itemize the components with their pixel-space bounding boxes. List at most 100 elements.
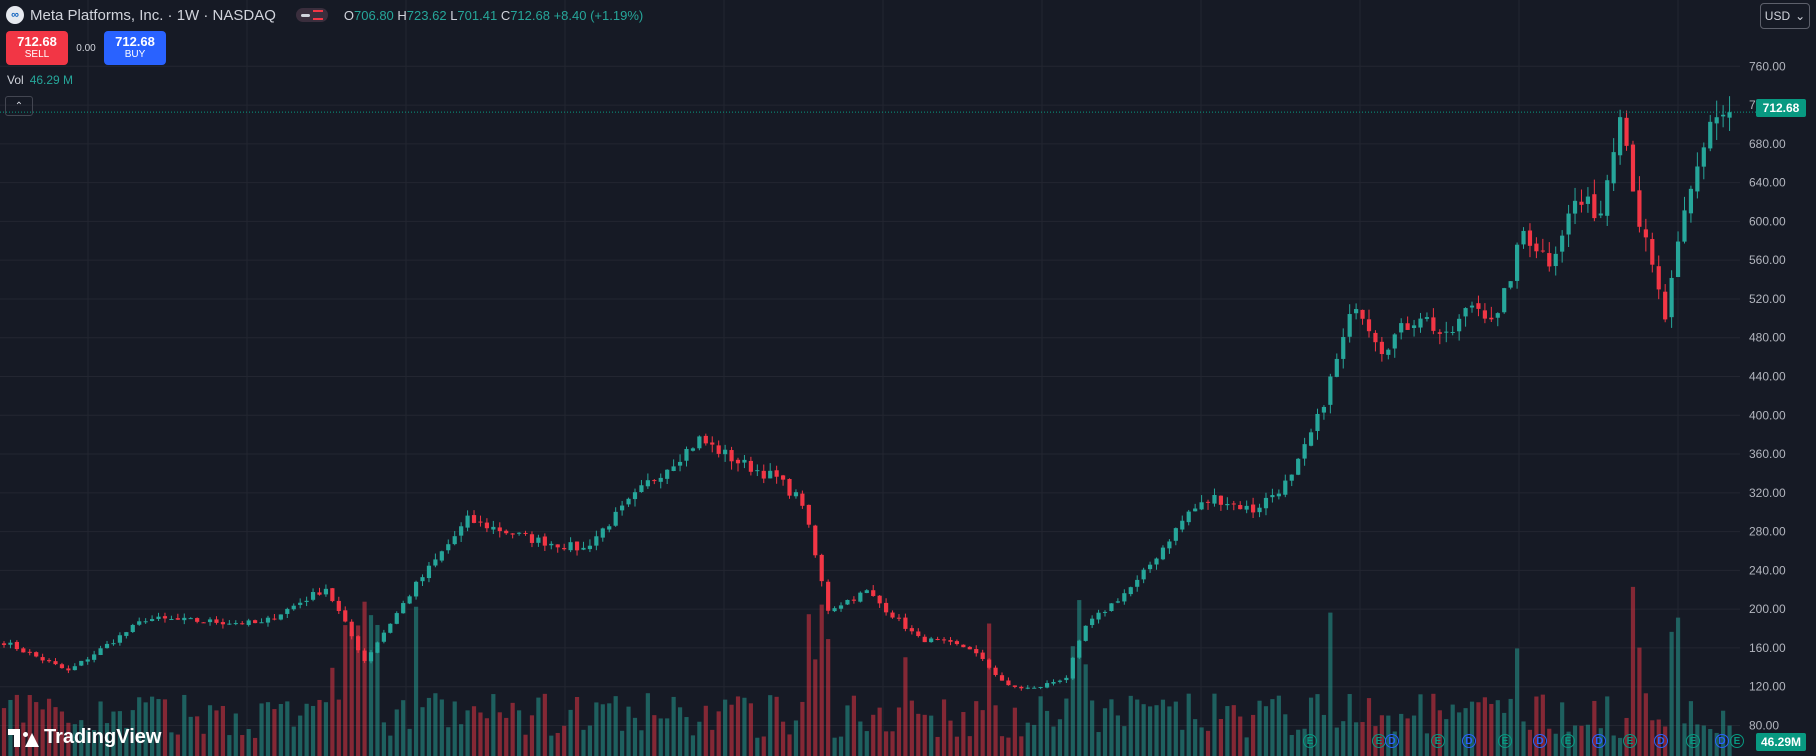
candle-body: [1495, 313, 1500, 318]
volume-bar: [941, 699, 947, 756]
candle-body: [1721, 114, 1726, 117]
candle-body: [562, 548, 567, 550]
candle-body: [1289, 474, 1294, 481]
volume-bar: [1424, 733, 1430, 756]
candle-body: [574, 541, 580, 551]
dividend-event-icon[interactable]: D: [1592, 734, 1606, 748]
candle-body: [652, 480, 657, 482]
candle-body: [536, 537, 541, 543]
volume-bar: [214, 710, 219, 756]
volume-bar: [330, 667, 335, 756]
volume-bar: [433, 693, 438, 756]
volume-bar: [1019, 736, 1024, 756]
candle-body: [478, 521, 483, 523]
candle-body: [362, 650, 367, 662]
dividend-event-icon[interactable]: D: [1654, 734, 1668, 748]
candle-body: [1270, 495, 1275, 498]
earnings-event-icon[interactable]: E: [1303, 734, 1317, 748]
candle-body: [459, 526, 464, 536]
volume-bar: [774, 696, 779, 756]
candle-body: [1199, 502, 1204, 510]
candle-body: [1167, 541, 1172, 549]
volume-bar: [1090, 700, 1095, 756]
earnings-event-icon[interactable]: E: [1431, 734, 1445, 748]
candle-body: [381, 632, 386, 642]
candle-body: [66, 668, 71, 671]
symbol-title[interactable]: Meta Platforms, Inc. · 1W · NASDAQ: [30, 6, 276, 24]
volume-bar: [278, 704, 283, 756]
candle-body: [677, 461, 683, 466]
candle-body: [220, 622, 226, 625]
dividend-event-icon[interactable]: D: [1533, 734, 1547, 748]
candle-body: [864, 590, 869, 594]
earnings-event-icon[interactable]: E: [1372, 734, 1386, 748]
sell-button[interactable]: 712.68 SELL: [6, 31, 68, 65]
candle-body: [1090, 618, 1095, 626]
candle-body: [1315, 413, 1320, 432]
candle-body: [1218, 495, 1223, 505]
volume-bar: [1321, 714, 1327, 756]
volume-bar: [1521, 721, 1526, 756]
buy-button[interactable]: 712.68 BUY: [104, 31, 166, 65]
candle-body: [1399, 323, 1404, 333]
volume-bar: [1701, 725, 1706, 756]
candle-body: [1276, 493, 1281, 497]
candle-body: [1283, 480, 1288, 495]
y-tick-label: 480.00: [1749, 331, 1786, 345]
volume-bar: [1115, 715, 1120, 756]
volume-bar: [845, 705, 850, 756]
volume-bar: [439, 699, 444, 756]
volume-bar: [1611, 735, 1616, 756]
candle-body: [1231, 503, 1236, 505]
volume-bar: [317, 699, 322, 756]
earnings-event-icon[interactable]: E: [1498, 734, 1512, 748]
collapse-legend-button[interactable]: ⌃: [5, 96, 33, 116]
earnings-event-icon[interactable]: E: [1623, 734, 1637, 748]
currency-select[interactable]: USD ⌄: [1760, 3, 1810, 29]
candle-body: [871, 590, 876, 596]
volume-bar: [356, 625, 361, 756]
candle-body: [1308, 432, 1314, 446]
volume-bar: [574, 696, 580, 756]
volume-bar: [362, 601, 367, 756]
volume-bar: [1347, 694, 1352, 756]
volume-bar: [484, 718, 489, 756]
volume-bar: [723, 699, 728, 756]
candle-body: [1070, 657, 1075, 679]
candle-body: [890, 612, 895, 618]
earnings-event-icon[interactable]: E: [1561, 734, 1575, 748]
candle-body: [832, 608, 837, 612]
candle-body: [253, 620, 258, 624]
volume-bar: [1057, 719, 1063, 756]
candle-body: [858, 592, 863, 602]
candle-body: [265, 617, 271, 623]
volume-bar: [1315, 694, 1320, 756]
volume-legend[interactable]: Vol 46.29 M: [7, 73, 74, 87]
volume-bar: [690, 735, 696, 756]
volume-bar: [1270, 699, 1275, 756]
candle-body: [14, 641, 19, 650]
volume-bar: [452, 701, 457, 756]
volume-axis-label: 46.29M: [1756, 733, 1806, 751]
tradingview-wordmark: TradingView: [44, 726, 162, 748]
dividend-event-icon[interactable]: D: [1715, 734, 1729, 748]
tradingview-logo[interactable]: TradingView: [8, 726, 161, 749]
dividend-event-icon[interactable]: D: [1385, 734, 1399, 748]
volume-bar: [1135, 699, 1140, 756]
candle-body: [1077, 640, 1082, 658]
market-status-icon[interactable]: [295, 8, 328, 22]
candle-body: [214, 619, 219, 623]
volume-bar: [858, 721, 863, 756]
volume-bar: [626, 706, 631, 756]
volume-bar: [755, 737, 760, 756]
earnings-event-icon[interactable]: E: [1730, 734, 1744, 748]
dividend-event-icon[interactable]: D: [1462, 734, 1476, 748]
candle-body: [1128, 587, 1133, 595]
earnings-event-icon[interactable]: E: [1686, 734, 1700, 748]
volume-bar: [999, 736, 1005, 756]
volume-bar: [175, 734, 180, 756]
volume-bar: [1637, 647, 1642, 756]
volume-bar: [124, 727, 129, 756]
volume-bar: [780, 721, 786, 756]
